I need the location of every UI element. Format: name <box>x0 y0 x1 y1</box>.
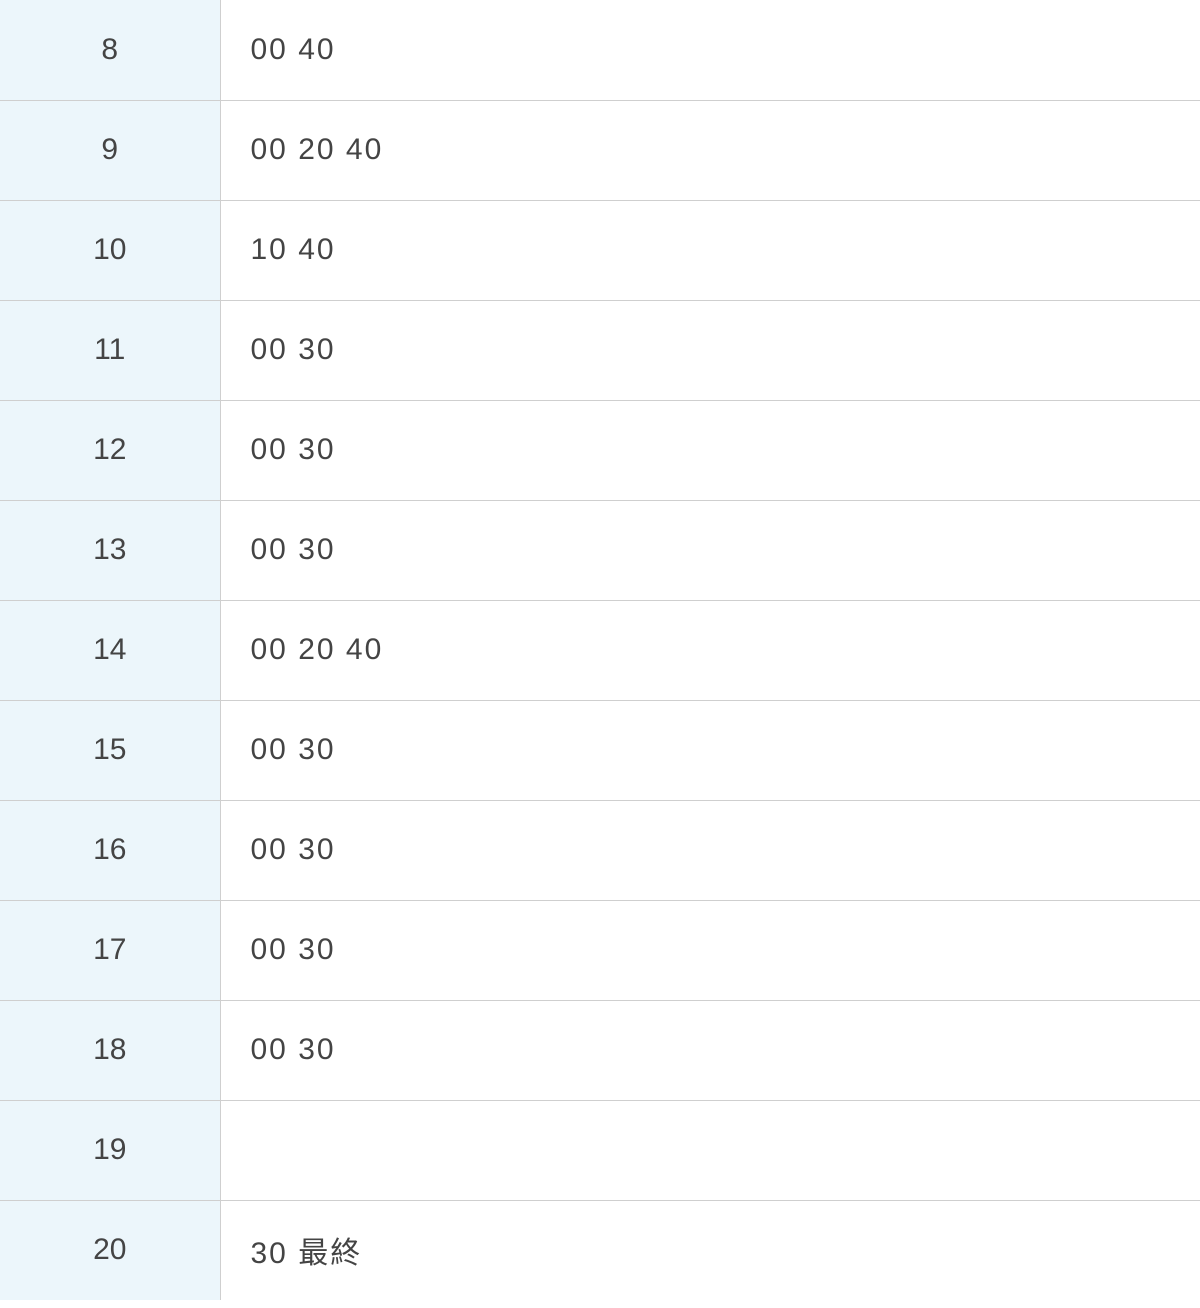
hour-cell: 20 <box>0 1200 220 1300</box>
hour-cell: 18 <box>0 1000 220 1100</box>
minutes-cell: 10 40 <box>220 200 1200 300</box>
table-row: 17 00 30 <box>0 900 1200 1000</box>
table-row: 19 <box>0 1100 1200 1200</box>
table-row: 15 00 30 <box>0 700 1200 800</box>
table-row: 18 00 30 <box>0 1000 1200 1100</box>
hour-cell: 17 <box>0 900 220 1000</box>
timetable: 8 00 40 9 00 20 40 10 10 40 11 00 30 12 … <box>0 0 1200 1300</box>
hour-cell: 14 <box>0 600 220 700</box>
hour-cell: 16 <box>0 800 220 900</box>
table-row: 8 00 40 <box>0 0 1200 100</box>
hour-cell: 12 <box>0 400 220 500</box>
hour-cell: 11 <box>0 300 220 400</box>
table-row: 14 00 20 40 <box>0 600 1200 700</box>
timetable-body: 8 00 40 9 00 20 40 10 10 40 11 00 30 12 … <box>0 0 1200 1300</box>
minutes-cell: 00 30 <box>220 900 1200 1000</box>
minutes-cell: 30 最終 <box>220 1200 1200 1300</box>
minutes-cell: 00 40 <box>220 0 1200 100</box>
table-row: 11 00 30 <box>0 300 1200 400</box>
minutes-cell: 00 20 40 <box>220 600 1200 700</box>
table-row: 16 00 30 <box>0 800 1200 900</box>
minutes-cell: 00 30 <box>220 300 1200 400</box>
table-row: 12 00 30 <box>0 400 1200 500</box>
hour-cell: 19 <box>0 1100 220 1200</box>
minutes-cell: 00 30 <box>220 500 1200 600</box>
minutes-cell: 00 20 40 <box>220 100 1200 200</box>
hour-cell: 8 <box>0 0 220 100</box>
hour-cell: 13 <box>0 500 220 600</box>
table-row: 10 10 40 <box>0 200 1200 300</box>
table-row: 13 00 30 <box>0 500 1200 600</box>
hour-cell: 15 <box>0 700 220 800</box>
minutes-cell: 00 30 <box>220 700 1200 800</box>
minutes-cell: 00 30 <box>220 800 1200 900</box>
hour-cell: 10 <box>0 200 220 300</box>
hour-cell: 9 <box>0 100 220 200</box>
table-row: 9 00 20 40 <box>0 100 1200 200</box>
minutes-cell <box>220 1100 1200 1200</box>
minutes-cell: 00 30 <box>220 1000 1200 1100</box>
minutes-cell: 00 30 <box>220 400 1200 500</box>
table-row: 20 30 最終 <box>0 1200 1200 1300</box>
